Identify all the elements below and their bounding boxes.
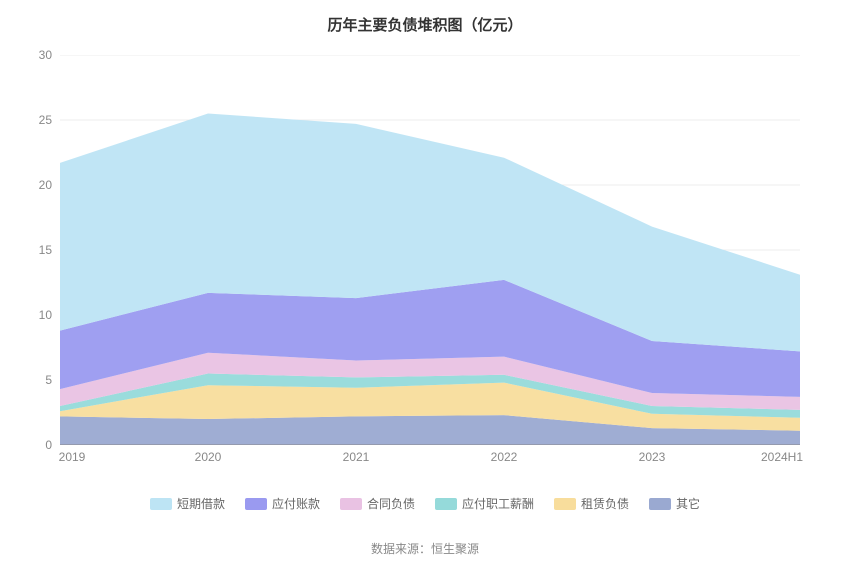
legend-label: 其它 <box>676 495 700 512</box>
x-axis-label: 2023 <box>639 450 666 464</box>
legend-item[interactable]: 其它 <box>649 495 700 512</box>
x-axis-label: 2021 <box>343 450 370 464</box>
legend-label: 应付账款 <box>272 495 320 512</box>
legend-item[interactable]: 应付职工薪酬 <box>435 495 534 512</box>
y-axis-label: 25 <box>12 113 52 127</box>
y-axis-label: 15 <box>12 243 52 257</box>
legend-label: 合同负债 <box>367 495 415 512</box>
x-axis-label: 2020 <box>195 450 222 464</box>
legend-label: 应付职工薪酬 <box>462 495 534 512</box>
y-axis-label: 10 <box>12 308 52 322</box>
x-axis-label: 2022 <box>491 450 518 464</box>
y-axis-label: 20 <box>12 178 52 192</box>
legend-swatch <box>340 498 362 510</box>
chart-title: 历年主要负债堆积图（亿元） <box>0 0 850 35</box>
legend-swatch <box>150 498 172 510</box>
legend-swatch <box>435 498 457 510</box>
data-source-label: 数据来源：恒生聚源 <box>0 540 850 557</box>
x-axis-label: 2024H1 <box>761 450 803 464</box>
legend-swatch <box>649 498 671 510</box>
x-axis-label: 2019 <box>59 450 86 464</box>
legend-label: 租赁负债 <box>581 495 629 512</box>
legend-item[interactable]: 短期借款 <box>150 495 225 512</box>
legend-swatch <box>245 498 267 510</box>
y-axis-label: 0 <box>12 438 52 452</box>
y-axis-label: 30 <box>12 48 52 62</box>
legend-swatch <box>554 498 576 510</box>
legend-label: 短期借款 <box>177 495 225 512</box>
chart-legend: 短期借款 应付账款 合同负债 应付职工薪酬 租赁负债 其它 <box>0 495 850 513</box>
legend-item[interactable]: 应付账款 <box>245 495 320 512</box>
y-axis-label: 5 <box>12 373 52 387</box>
legend-item[interactable]: 合同负债 <box>340 495 415 512</box>
legend-item[interactable]: 租赁负债 <box>554 495 629 512</box>
stacked-area-chart: 051015202530201920202021202220232024H1 <box>60 55 800 445</box>
